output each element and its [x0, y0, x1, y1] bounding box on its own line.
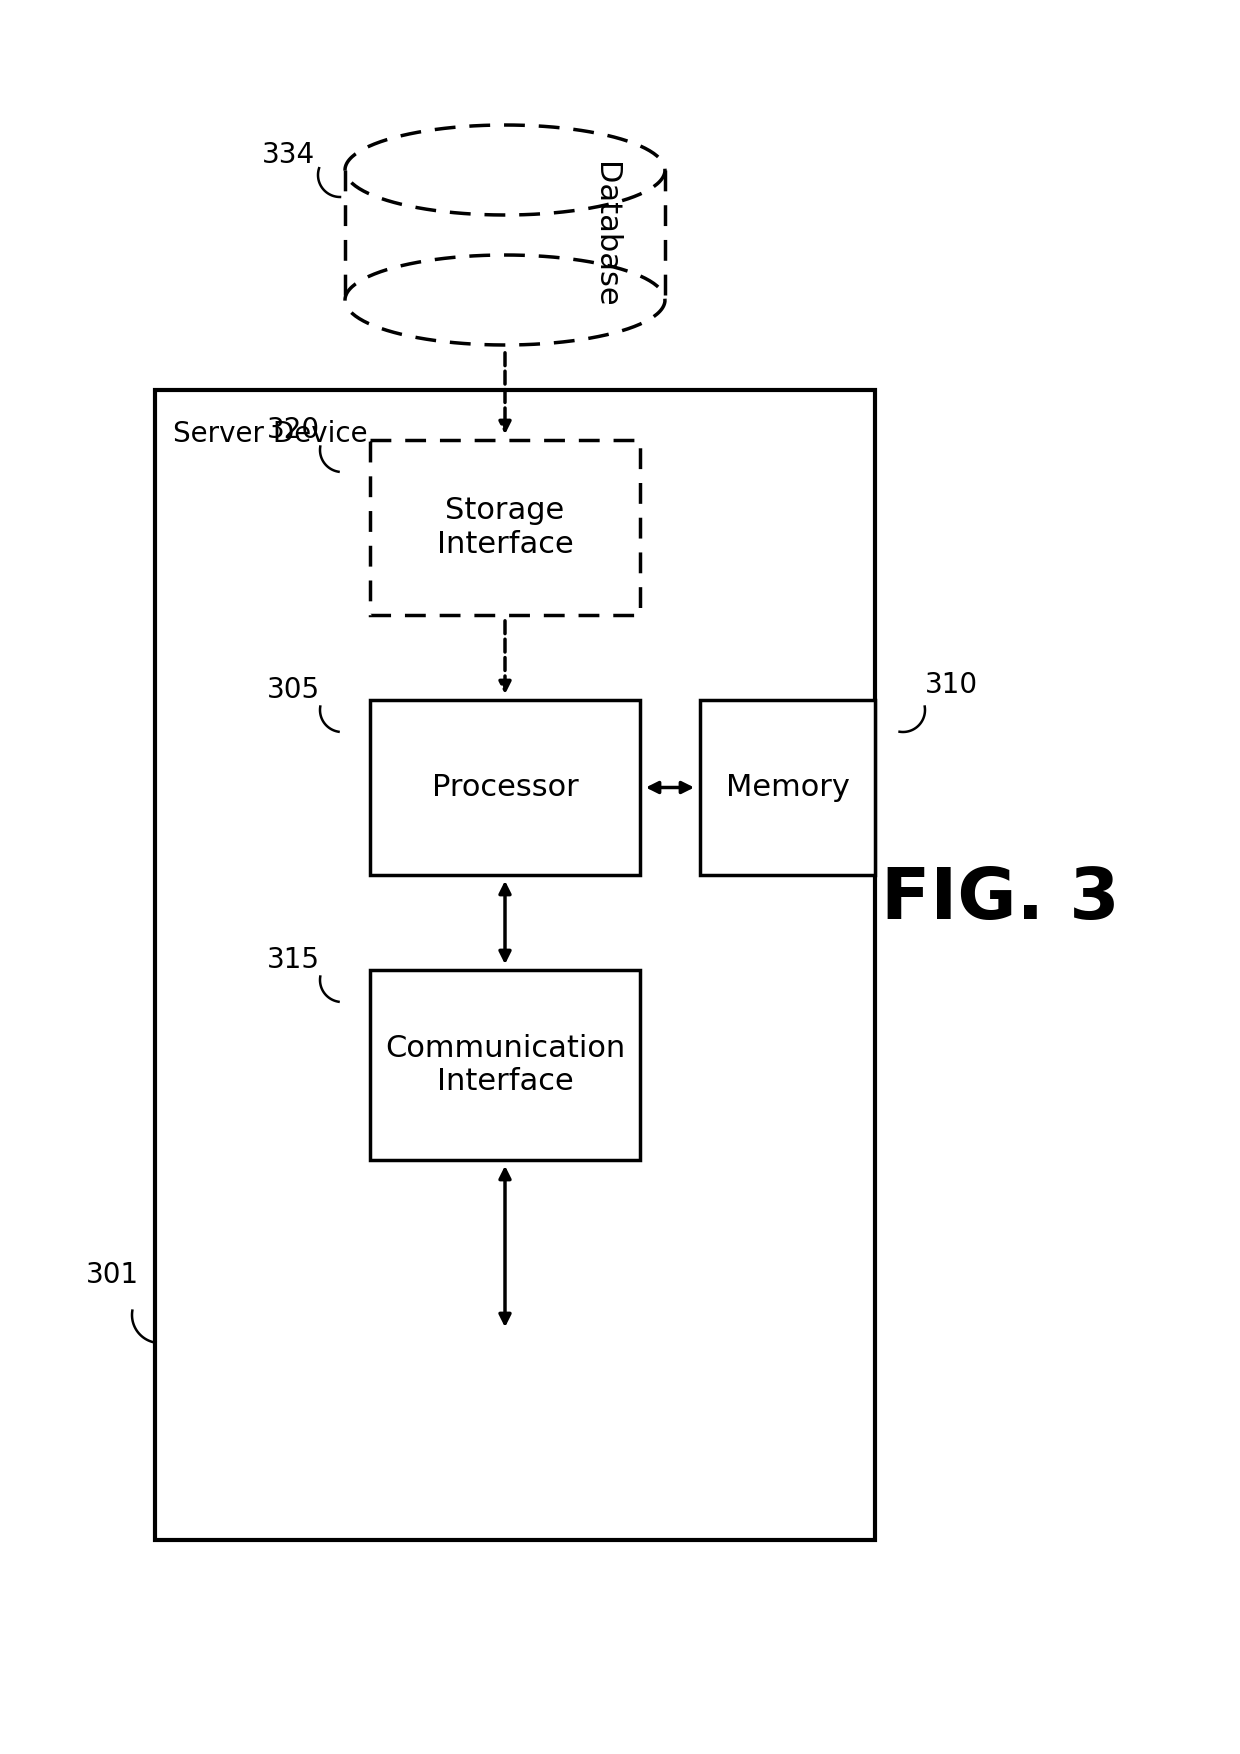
Text: 315: 315	[267, 945, 320, 973]
Text: 310: 310	[925, 672, 978, 700]
Bar	[155, 389, 875, 1540]
Text: Database: Database	[590, 161, 620, 307]
Text: Memory: Memory	[725, 774, 849, 802]
Bar	[701, 700, 875, 875]
Text: FIG. 3: FIG. 3	[880, 865, 1120, 935]
Text: 334: 334	[262, 140, 315, 168]
Polygon shape	[345, 125, 665, 216]
Text: Server Device: Server Device	[174, 419, 367, 447]
Text: Processor: Processor	[432, 774, 578, 802]
Polygon shape	[345, 254, 665, 346]
Text: Communication
Interface: Communication Interface	[384, 1033, 625, 1096]
Text: 305: 305	[267, 675, 320, 703]
Bar	[370, 700, 640, 875]
Bar	[370, 970, 640, 1159]
Text: Storage
Interface: Storage Interface	[436, 496, 573, 560]
Text: 320: 320	[267, 416, 320, 444]
Bar	[370, 440, 640, 616]
Text: 301: 301	[86, 1261, 139, 1289]
Polygon shape	[345, 170, 665, 300]
